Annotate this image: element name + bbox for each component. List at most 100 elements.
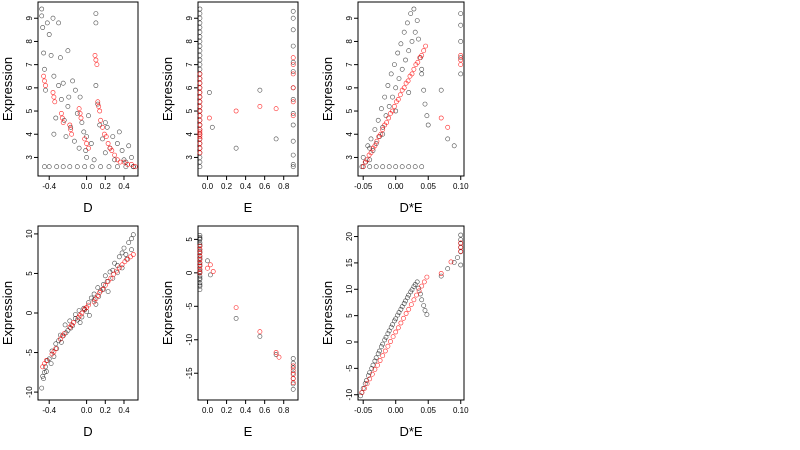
plot-frame: [197, 1, 299, 177]
observed-point: [76, 145, 82, 151]
fitted-point: [197, 94, 203, 100]
fitted-point: [368, 150, 374, 156]
observed-point: [197, 269, 203, 274]
fitted-point: [385, 343, 391, 349]
fitted-point: [458, 62, 464, 67]
x-tick-label: 0.0: [81, 182, 93, 191]
x-tick-label: -0.05: [354, 182, 373, 191]
observed-point: [290, 365, 296, 371]
observed-point: [39, 13, 45, 19]
x-tick-label: 0.2: [221, 182, 233, 191]
observed-point: [197, 39, 203, 44]
y-tick-label: 10: [25, 229, 34, 238]
observed-point: [112, 260, 117, 266]
fitted-point: [44, 358, 49, 363]
observed-point: [197, 20, 203, 26]
fitted-point: [114, 268, 119, 274]
x-tick-label: 0.00: [388, 182, 404, 191]
fitted-point: [197, 108, 203, 114]
observed-point: [290, 164, 296, 170]
observed-point: [197, 15, 203, 21]
fitted-point: [423, 43, 428, 49]
observed-point: [360, 385, 366, 391]
observed-point: [48, 53, 54, 58]
observed-point: [382, 94, 388, 100]
fitted-point: [51, 94, 57, 100]
fitted-point: [438, 115, 444, 121]
fitted-point: [405, 78, 411, 84]
x-tick-label: 0.8: [278, 182, 290, 191]
x-axis-title: E: [244, 424, 253, 439]
observed-point: [290, 138, 296, 144]
fitted-point: [197, 260, 203, 266]
y-tick-label: 5: [185, 108, 194, 113]
observed-point: [419, 71, 425, 77]
y-tick-label: 15: [345, 258, 354, 267]
observed-point: [458, 262, 464, 268]
fitted-point: [92, 53, 98, 58]
observed-point: [290, 356, 296, 361]
fitted-point: [362, 385, 367, 391]
observed-point: [424, 113, 430, 119]
observed-point: [73, 316, 78, 321]
observed-point: [233, 315, 239, 321]
observed-point: [65, 104, 71, 109]
fitted-point: [197, 257, 203, 262]
observed-point: [63, 134, 69, 139]
y-tick-label: 9: [185, 15, 194, 20]
observed-point: [367, 157, 373, 163]
observed-point: [197, 262, 203, 268]
fitted-point: [197, 80, 203, 86]
observed-point: [59, 97, 64, 102]
fitted-point: [448, 259, 454, 265]
observed-point: [68, 325, 74, 331]
observed-point: [409, 39, 415, 44]
observed-point: [396, 76, 402, 81]
y-tick-label: 8: [345, 39, 354, 44]
observed-point: [65, 48, 71, 54]
observed-point: [197, 248, 203, 254]
observed-point: [51, 131, 57, 137]
observed-point: [197, 255, 203, 261]
fitted-point: [117, 159, 123, 165]
fitted-point: [197, 129, 203, 135]
fitted-point: [86, 302, 91, 308]
observed-point: [406, 48, 412, 54]
y-axis-title: Expression: [160, 57, 175, 121]
fitted-point: [197, 127, 203, 133]
observed-point: [197, 34, 203, 40]
observed-point: [416, 36, 421, 42]
y-axis-title: Expression: [320, 281, 335, 345]
fitted-point: [290, 113, 296, 119]
observed-point: [398, 306, 404, 312]
plot-frame: [197, 225, 299, 401]
y-tick-label: 20: [345, 232, 354, 241]
observed-point: [197, 283, 203, 289]
observed-point: [290, 59, 296, 65]
observed-point: [273, 352, 279, 357]
observed-point: [197, 57, 203, 63]
x-tick-label: 0.8: [278, 406, 290, 415]
observed-point: [119, 265, 125, 271]
fitted-point: [197, 270, 203, 276]
observed-point: [72, 138, 77, 144]
observed-point: [39, 385, 45, 391]
observed-point: [398, 41, 404, 47]
fitted-point: [197, 263, 203, 269]
fitted-point: [112, 152, 117, 158]
fitted-point: [84, 141, 89, 146]
x-axis-title: E: [244, 200, 253, 215]
observed-point: [451, 259, 457, 265]
y-tick-label: 5: [25, 108, 34, 113]
observed-point: [422, 307, 428, 313]
observed-point: [362, 381, 368, 387]
observed-point: [44, 369, 49, 374]
observed-point: [422, 101, 428, 107]
x-tick-label: 0.4: [240, 406, 252, 415]
fitted-point: [421, 279, 427, 285]
observed-point: [445, 136, 451, 142]
observed-point: [50, 15, 56, 21]
observed-point: [197, 43, 203, 49]
fitted-point: [205, 265, 210, 271]
x-tick-label: 0.2: [221, 406, 233, 415]
